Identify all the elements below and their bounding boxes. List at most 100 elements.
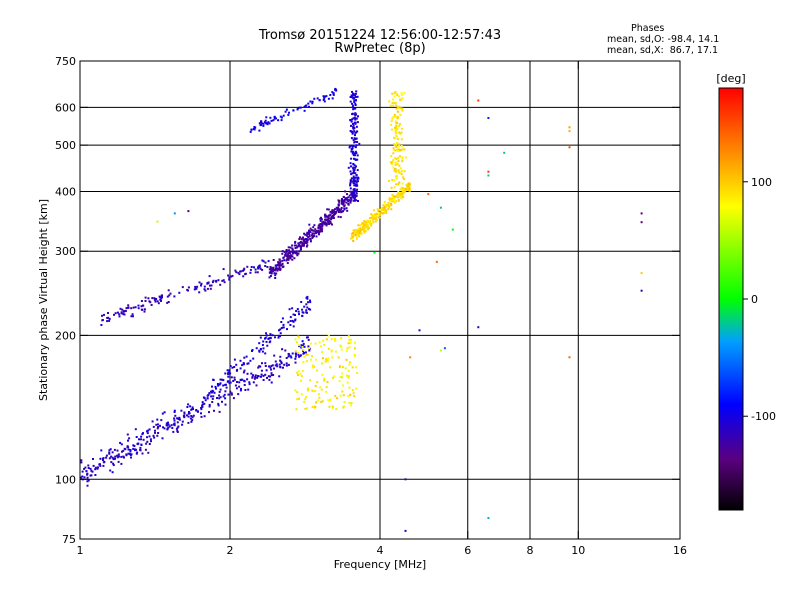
data-point <box>222 279 225 282</box>
data-point <box>111 471 114 474</box>
data-point <box>272 259 275 261</box>
x-tick-label: 6 <box>464 544 471 557</box>
data-point <box>335 210 338 213</box>
data-point <box>354 113 357 116</box>
data-point <box>350 137 353 140</box>
data-point <box>391 117 394 120</box>
data-point <box>321 230 324 233</box>
data-point <box>291 248 294 251</box>
data-point <box>287 321 290 324</box>
data-point <box>395 195 397 198</box>
data-point <box>331 91 334 94</box>
data-point <box>352 104 355 107</box>
data-point <box>293 244 296 247</box>
data-point <box>258 350 261 353</box>
data-point <box>352 150 355 153</box>
data-point <box>159 296 162 299</box>
data-point <box>183 411 186 414</box>
data-point <box>353 141 356 144</box>
data-point <box>407 182 410 185</box>
data-point <box>342 203 344 206</box>
data-point <box>330 338 333 340</box>
data-point <box>282 366 284 369</box>
data-point <box>409 356 412 359</box>
data-point <box>309 358 312 361</box>
data-point <box>249 271 252 274</box>
data-point <box>177 425 180 428</box>
data-point <box>295 341 298 344</box>
data-point <box>289 324 292 326</box>
data-point <box>224 390 227 393</box>
data-point <box>346 193 348 196</box>
data-point <box>273 117 276 120</box>
data-point <box>255 384 258 387</box>
data-point <box>189 405 192 408</box>
data-point <box>314 342 317 345</box>
data-point <box>149 301 152 304</box>
data-point <box>363 230 365 233</box>
data-point <box>300 375 303 378</box>
data-point <box>264 261 267 264</box>
data-point <box>395 92 398 95</box>
data-point <box>347 395 350 397</box>
data-point <box>167 423 170 426</box>
data-point <box>316 399 319 402</box>
data-point <box>86 476 89 479</box>
data-point <box>353 99 356 102</box>
data-point <box>125 453 128 456</box>
data-point <box>350 402 353 404</box>
data-point <box>318 341 321 344</box>
data-point <box>398 164 401 167</box>
data-point <box>297 344 300 347</box>
data-point <box>401 170 403 173</box>
data-point <box>401 156 404 159</box>
data-point <box>81 475 84 478</box>
data-point <box>340 206 343 209</box>
data-point <box>105 456 108 459</box>
data-point <box>301 242 304 245</box>
axes: 1 2 4 6 8 10 16 75 100 200 300 400 500 600 750 Frequenc… <box>37 55 687 571</box>
data-point <box>161 437 164 440</box>
data-point <box>275 267 278 270</box>
data-point <box>357 229 360 231</box>
data-point <box>418 329 421 332</box>
data-point <box>121 450 123 453</box>
data-point <box>132 306 135 309</box>
data-point <box>284 349 287 352</box>
data-point <box>353 234 356 237</box>
data-point <box>314 390 317 392</box>
data-point <box>439 349 442 352</box>
data-point <box>112 462 115 465</box>
data-point <box>108 317 111 320</box>
data-point <box>194 285 197 288</box>
data-point <box>304 407 307 410</box>
data-point <box>256 271 259 274</box>
data-point <box>270 368 273 371</box>
data-point <box>268 276 271 279</box>
data-point <box>296 371 299 374</box>
data-point <box>325 390 328 393</box>
data-point <box>324 223 327 226</box>
data-point <box>126 446 129 449</box>
data-point <box>249 359 252 362</box>
data-point <box>290 356 293 359</box>
data-point <box>281 262 284 265</box>
data-point <box>98 463 101 466</box>
data-point <box>155 423 158 426</box>
data-point <box>403 178 406 181</box>
data-point <box>201 405 204 408</box>
data-point <box>323 100 326 103</box>
data-point <box>222 384 225 387</box>
data-point <box>404 478 407 481</box>
data-point <box>331 212 334 215</box>
phase-stats-o-mode: mean, sd,O: -98.4, 14.1 <box>607 34 720 45</box>
data-point <box>357 180 359 183</box>
data-point <box>397 199 400 201</box>
data-point <box>176 421 179 424</box>
data-point <box>299 236 301 239</box>
data-point <box>329 213 332 216</box>
data-point <box>101 319 104 321</box>
data-point <box>350 234 353 237</box>
data-point <box>341 198 343 200</box>
data-point <box>212 390 215 393</box>
